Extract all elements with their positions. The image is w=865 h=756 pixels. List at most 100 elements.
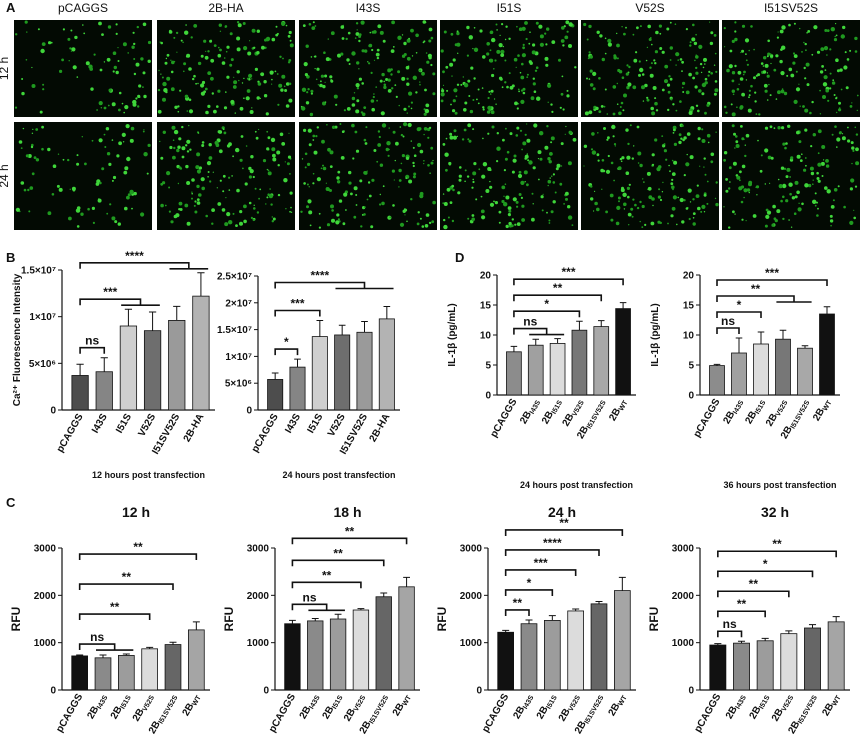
cell (268, 194, 273, 199)
cell (279, 55, 282, 58)
cell (710, 160, 714, 164)
cell (556, 163, 561, 168)
cell (560, 39, 565, 43)
significance-bracket (717, 570, 814, 578)
cell (118, 108, 121, 112)
cell (781, 88, 784, 90)
cell (172, 155, 176, 160)
cell (686, 153, 688, 156)
cell (287, 61, 291, 64)
cell (783, 91, 788, 96)
cell (282, 57, 284, 60)
cell (371, 48, 374, 52)
cell (285, 104, 290, 108)
cell (196, 169, 202, 174)
cell (550, 210, 554, 214)
cell (695, 33, 697, 36)
cell (825, 159, 829, 163)
cell (533, 123, 538, 128)
cell (423, 160, 425, 162)
cell (568, 22, 573, 27)
bar (756, 640, 774, 691)
cell (142, 86, 144, 88)
bar (187, 629, 205, 691)
cell (87, 207, 90, 211)
cell (345, 37, 348, 41)
cell (464, 180, 466, 183)
cell (688, 111, 693, 115)
cell (30, 145, 34, 149)
cell (536, 96, 541, 101)
cell (621, 76, 625, 79)
cell (188, 124, 190, 127)
cell (266, 168, 268, 171)
cell (650, 106, 654, 111)
cell (632, 198, 635, 201)
cell (531, 217, 535, 222)
cell (248, 166, 252, 171)
cell (566, 89, 569, 92)
cell (827, 99, 830, 102)
cell (248, 73, 253, 78)
cell (51, 193, 55, 196)
cell (308, 210, 313, 215)
cell (731, 112, 736, 117)
cell (591, 132, 595, 136)
bar (804, 627, 821, 691)
significance-label: * (737, 298, 742, 312)
cell (507, 206, 512, 211)
cell (481, 87, 484, 89)
cell (211, 208, 216, 213)
cell (836, 111, 838, 114)
cell (669, 21, 672, 24)
cell (379, 203, 382, 206)
cell (419, 149, 424, 154)
cell (236, 70, 240, 74)
cell (213, 44, 217, 47)
cell (565, 20, 570, 25)
cell (589, 185, 593, 188)
cell (500, 49, 505, 54)
cell (748, 94, 751, 97)
cell (458, 178, 462, 182)
cell (516, 25, 518, 28)
cell (803, 66, 806, 70)
cell (840, 34, 845, 39)
cell (308, 143, 312, 147)
cell (495, 103, 497, 105)
cell (715, 70, 718, 73)
cell (790, 73, 795, 78)
cell (544, 145, 549, 150)
chart-title: 24 h (548, 504, 576, 520)
cell (496, 160, 499, 163)
cell (666, 27, 670, 31)
cell (122, 42, 127, 47)
cell (143, 94, 147, 99)
cell (469, 109, 474, 114)
cell (373, 93, 375, 95)
cell (550, 103, 553, 106)
cell (184, 94, 189, 99)
cell (230, 99, 235, 105)
cell (460, 83, 463, 86)
bar (95, 371, 113, 411)
cell (622, 109, 625, 112)
cell (449, 132, 453, 136)
cell (776, 209, 781, 214)
cell (222, 190, 225, 193)
cell (648, 38, 652, 41)
cell (351, 103, 356, 107)
cell (688, 217, 691, 221)
cell (739, 105, 744, 109)
cell (312, 139, 315, 141)
cell (817, 179, 821, 183)
cell (504, 59, 507, 62)
x-axis-label: 24 hours post transfection (282, 470, 395, 480)
cell (403, 208, 406, 211)
cell (539, 34, 544, 39)
cell (507, 213, 511, 217)
cell (423, 112, 427, 116)
cell (621, 26, 623, 28)
error-bar (334, 613, 342, 619)
cell (841, 136, 846, 141)
